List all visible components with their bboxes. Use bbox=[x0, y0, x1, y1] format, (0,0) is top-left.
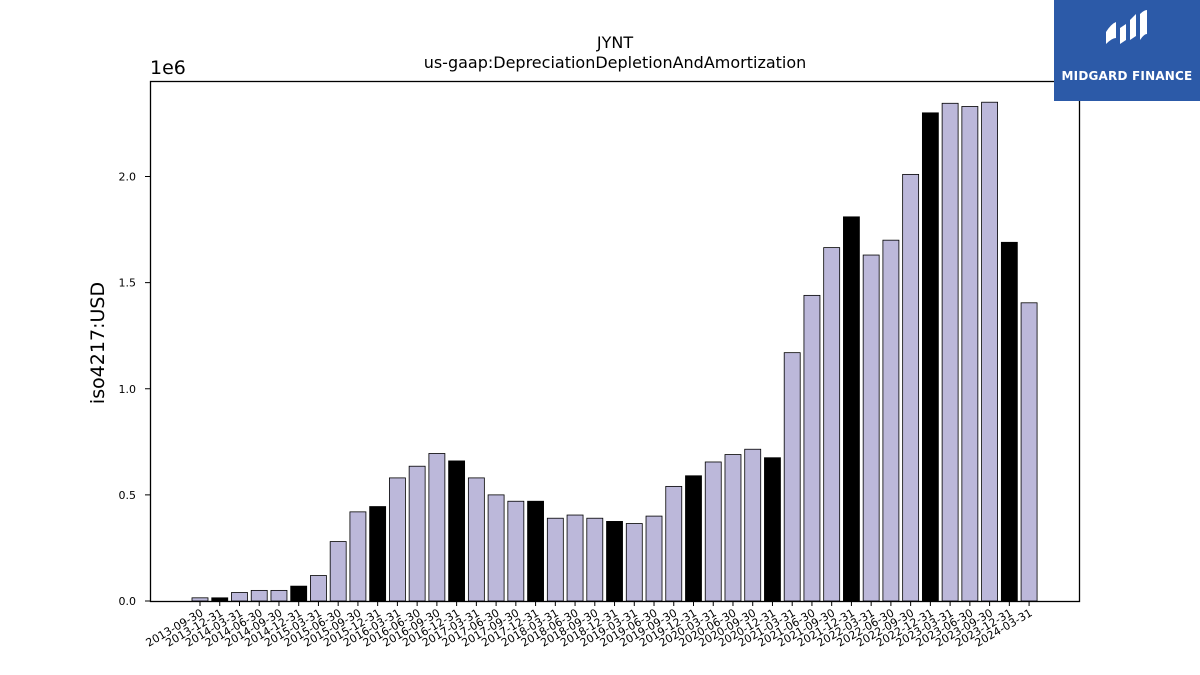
bar-2024-03-31 bbox=[1020, 302, 1038, 602]
bar-2021-06-30 bbox=[803, 294, 821, 602]
bar-2022-12-31 bbox=[921, 112, 939, 602]
bar-2023-12-31 bbox=[1000, 241, 1018, 602]
bar-2018-12-31 bbox=[606, 521, 623, 602]
logo-text: MIDGARD FINANCE bbox=[1061, 69, 1193, 83]
bar-2019-12-31 bbox=[685, 475, 702, 602]
bar-2022-06-30 bbox=[882, 239, 900, 602]
bar-2019-03-31 bbox=[625, 523, 643, 602]
bar-2017-06-30 bbox=[487, 494, 505, 602]
bar-2014-12-31 bbox=[290, 585, 308, 602]
bar-2019-06-30 bbox=[645, 515, 663, 602]
bar-2018-09-30 bbox=[586, 517, 604, 602]
bars-group bbox=[191, 101, 1038, 602]
bar-2016-09-30 bbox=[428, 453, 446, 602]
y-tick-label: 1.5 bbox=[119, 277, 137, 290]
y-axis: 0.0 0.5 1.0 1.5 2.0 bbox=[119, 171, 150, 608]
bar-2016-03-31 bbox=[388, 477, 406, 602]
bar-2021-03-31 bbox=[783, 352, 801, 602]
bar-2014-06-30 bbox=[250, 589, 268, 602]
bar-2016-12-31 bbox=[448, 460, 466, 602]
midgard-finance-logo: MIDGARD FINANCE bbox=[1054, 0, 1200, 101]
bar-2016-06-30 bbox=[408, 465, 426, 602]
bar-2020-03-31 bbox=[704, 461, 722, 602]
bar-2015-09-30 bbox=[349, 511, 367, 602]
bar-2022-03-31 bbox=[862, 254, 880, 602]
y-tick-label: 1.0 bbox=[119, 383, 137, 396]
bar-2017-09-30 bbox=[507, 500, 525, 602]
bar-2020-12-31 bbox=[764, 457, 781, 602]
bar-2020-06-30 bbox=[724, 454, 742, 602]
bar-2022-09-30 bbox=[902, 173, 920, 602]
bar-2021-12-31 bbox=[843, 216, 860, 602]
bar-2021-09-30 bbox=[823, 247, 841, 602]
bar-2015-06-30 bbox=[329, 541, 347, 602]
y-tick-label: 2.0 bbox=[119, 171, 137, 184]
bar-2013-12-31 bbox=[211, 597, 229, 602]
bar-2019-09-30 bbox=[665, 485, 683, 602]
bar-2015-12-31 bbox=[369, 506, 387, 602]
chart-subtitle: us-gaap:DepreciationDepletionAndAmortiza… bbox=[423, 53, 807, 72]
bar-2017-03-31 bbox=[467, 477, 485, 602]
bar-2023-03-31 bbox=[941, 102, 959, 602]
bar-2023-06-30 bbox=[961, 106, 979, 602]
bar-2018-03-31 bbox=[546, 517, 564, 602]
bar-2018-06-30 bbox=[566, 514, 584, 602]
bar-2020-09-30 bbox=[744, 448, 762, 602]
bar-2013-09-30 bbox=[191, 597, 209, 602]
bar-2017-12-31 bbox=[527, 500, 544, 602]
bar-2014-03-31 bbox=[231, 592, 248, 602]
bar-2014-09-30 bbox=[270, 589, 288, 602]
bar-2023-09-30 bbox=[981, 101, 998, 602]
y-tick-label: 0.5 bbox=[119, 489, 137, 502]
bar-2015-03-31 bbox=[310, 575, 327, 602]
y-axis-multiplier: 1e6 bbox=[150, 57, 186, 79]
midgard-logo-icon bbox=[1106, 10, 1147, 44]
plot-frame bbox=[149, 80, 1081, 603]
chart-title: JYNT bbox=[596, 33, 634, 52]
y-tick-label: 0.0 bbox=[119, 595, 137, 608]
x-axis: 2013-09-302013-12-312014-03-312014-06-30… bbox=[144, 601, 1035, 650]
